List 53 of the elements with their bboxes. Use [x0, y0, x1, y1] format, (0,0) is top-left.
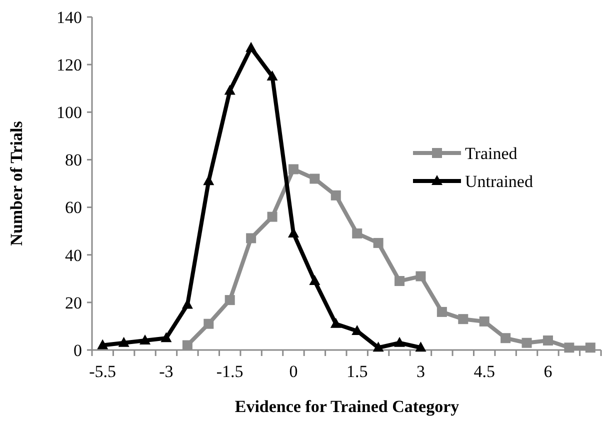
- y-axis-title: Number of Trials: [7, 120, 26, 246]
- point: [246, 42, 257, 52]
- y-tick-label: 40: [65, 246, 82, 265]
- point: [564, 342, 574, 353]
- y-tick-label: 80: [65, 150, 82, 170]
- x-tick-label: 3: [416, 362, 425, 381]
- point: [436, 306, 447, 317]
- y-tick-label: 20: [65, 293, 82, 312]
- point: [182, 340, 192, 350]
- point: [309, 275, 320, 286]
- x-tick-label: -5.5: [89, 362, 116, 381]
- y-tick-label: 60: [65, 198, 82, 218]
- legend-label: Untrained: [465, 172, 534, 191]
- x-tick-label: 1.5: [346, 362, 368, 381]
- point: [203, 175, 214, 186]
- point: [224, 295, 235, 306]
- point: [224, 84, 236, 95]
- point: [415, 342, 426, 352]
- y-tick-label: 140: [56, 8, 82, 27]
- point: [394, 276, 405, 286]
- x-tick-label: -3: [159, 362, 174, 381]
- x-tick-label: 6: [544, 362, 552, 381]
- point: [352, 228, 362, 238]
- y-tick-label: 0: [74, 340, 82, 360]
- point: [330, 318, 342, 328]
- point: [310, 174, 320, 184]
- x-tick-label: 0: [289, 362, 298, 381]
- point: [542, 335, 553, 346]
- point: [246, 233, 256, 244]
- x-tick-label: -1.5: [216, 362, 244, 381]
- point: [500, 333, 511, 344]
- point: [585, 342, 596, 353]
- point: [372, 342, 384, 352]
- point: [204, 318, 214, 329]
- x-axis-title: Evidence for Trained Category: [234, 397, 460, 416]
- point: [458, 314, 468, 324]
- y-tick-label: 120: [56, 56, 82, 75]
- point: [160, 332, 172, 342]
- point: [522, 338, 532, 348]
- point: [288, 164, 298, 174]
- point: [330, 190, 341, 200]
- point: [118, 336, 130, 347]
- point: [394, 336, 406, 347]
- legend-label: Trained: [465, 144, 518, 163]
- x-tick-label: 4.5: [474, 362, 495, 381]
- point: [140, 334, 151, 344]
- point: [416, 271, 426, 282]
- point: [267, 212, 278, 222]
- point: [97, 339, 108, 350]
- point: [373, 238, 384, 248]
- y-tick-label: 100: [56, 103, 82, 122]
- point: [479, 316, 490, 326]
- point: [266, 70, 278, 80]
